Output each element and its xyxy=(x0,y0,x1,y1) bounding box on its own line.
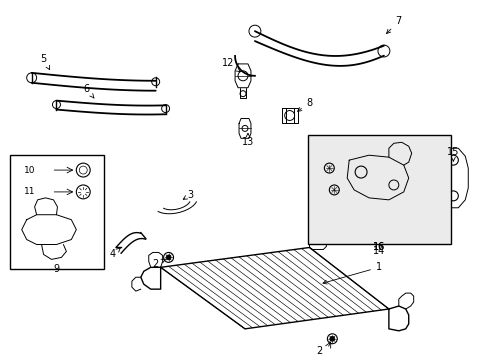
Circle shape xyxy=(329,336,334,341)
Text: 3: 3 xyxy=(183,190,193,200)
FancyBboxPatch shape xyxy=(307,135,450,244)
Circle shape xyxy=(166,255,171,260)
Text: 2: 2 xyxy=(316,346,322,356)
Text: 1: 1 xyxy=(323,262,381,284)
Text: 7: 7 xyxy=(386,16,401,33)
Text: 13: 13 xyxy=(242,133,254,147)
Text: 14: 14 xyxy=(372,247,384,256)
Text: 5: 5 xyxy=(41,54,50,69)
Text: 9: 9 xyxy=(53,264,60,274)
Text: 16: 16 xyxy=(372,243,384,252)
Text: 11: 11 xyxy=(24,188,35,197)
Polygon shape xyxy=(161,247,388,329)
Text: 16: 16 xyxy=(372,243,384,252)
Text: 6: 6 xyxy=(83,84,94,98)
Text: 8: 8 xyxy=(297,98,312,111)
Text: 12: 12 xyxy=(222,58,240,72)
Text: 2: 2 xyxy=(152,259,165,269)
Text: 10: 10 xyxy=(24,166,35,175)
Text: 15: 15 xyxy=(446,147,459,161)
FancyBboxPatch shape xyxy=(10,155,104,269)
Text: 4: 4 xyxy=(110,247,121,260)
